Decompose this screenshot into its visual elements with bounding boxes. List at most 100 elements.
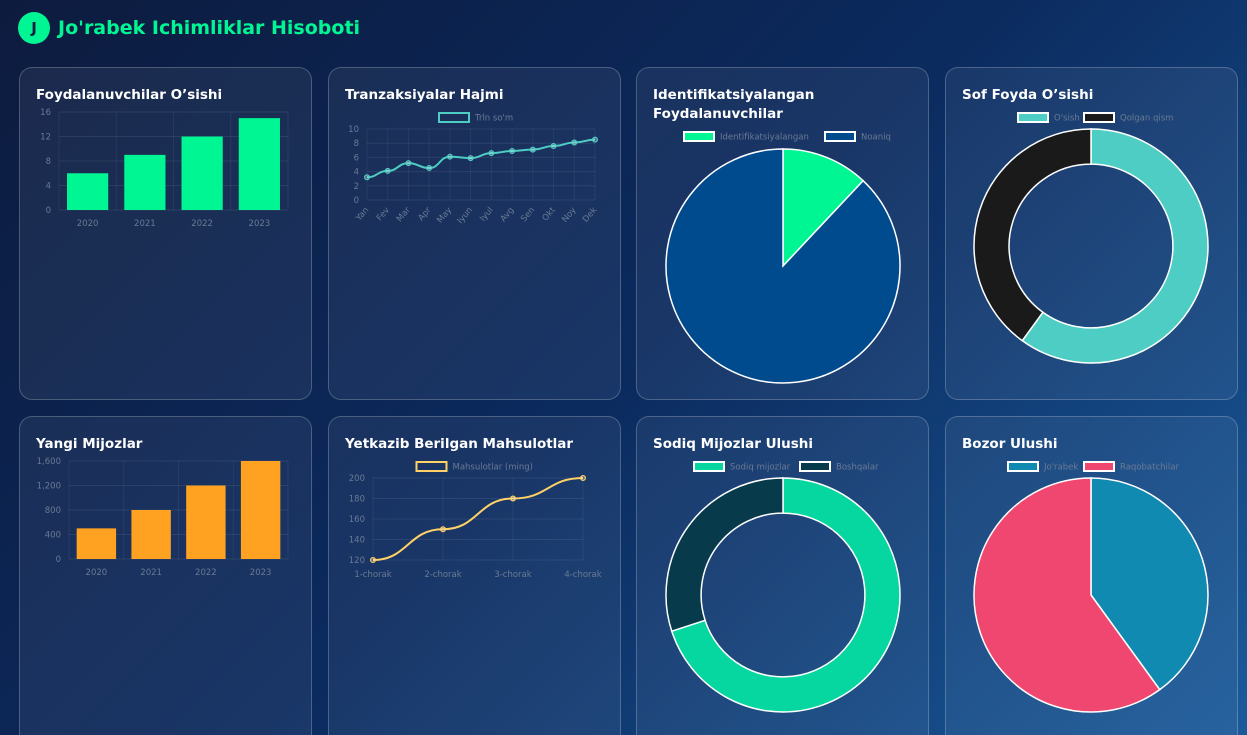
bar — [181, 136, 223, 210]
y-tick-label: 140 — [349, 536, 365, 546]
data-point — [509, 148, 516, 155]
x-tick-label: 1-chorak — [354, 570, 391, 580]
legend-swatch — [415, 461, 448, 472]
x-tick-label: 2023 — [250, 568, 272, 578]
chart-title: Sodiq Mijozlar Ulushi — [653, 436, 814, 452]
y-tick-label: 0 — [46, 206, 51, 216]
legend-swatch — [1017, 112, 1049, 123]
x-tick-label: Dek — [581, 205, 599, 224]
legend-swatch — [824, 131, 856, 142]
data-point — [446, 153, 453, 160]
chart-title: Tranzaksiyalar Hajmi — [345, 87, 504, 103]
x-tick-label: 2-chorak — [424, 570, 461, 580]
chart-card-market: Bozor Ulushi Jo'rabek Raqobatchilar — [945, 416, 1238, 735]
chart-title: Identifikatsiyalangan Foydalanuvchilar — [653, 87, 815, 122]
x-tick-label: Sen — [519, 206, 537, 225]
chart-title: Foydalanuvchilar O’sishi — [36, 87, 223, 103]
chart-title: Yangi Mijozlar — [36, 436, 143, 452]
x-tick-label: 2022 — [195, 568, 217, 578]
y-tick-label: 120 — [349, 556, 365, 566]
x-tick-label: Avg — [499, 206, 517, 224]
x-tick-label: Iyul — [478, 206, 495, 224]
profit-chart[interactable]: O'sish Qolgan qism — [946, 68, 1238, 400]
slice — [665, 477, 784, 633]
y-tick-label: 1,200 — [37, 482, 61, 492]
legend-label: Mahsulotlar (ming) — [453, 463, 533, 473]
legend-swatch — [1083, 461, 1115, 472]
chart-title: Sof Foyda O’sishi — [962, 87, 1094, 103]
chart-title: Bozor Ulushi — [962, 436, 1058, 452]
data-point — [571, 139, 578, 146]
data-point — [488, 150, 495, 157]
chart-card-users: Foydalanuvchilar O’sishi 0 4 8 12 16 2020 2021… — [19, 67, 312, 400]
data-point — [363, 174, 370, 181]
data-point — [405, 160, 412, 167]
x-tick-label: 2021 — [140, 568, 162, 578]
data-point — [550, 143, 557, 150]
legend-label: O'sish — [1054, 114, 1080, 124]
chart-card-identified: Identifikatsiyalangan Foydalanuvchilar I… — [636, 67, 929, 400]
legend-swatch — [799, 461, 831, 472]
legend-swatch — [693, 461, 725, 472]
legend-label: Sodiq mijozlar — [730, 463, 791, 473]
y-tick-label: 8 — [354, 139, 359, 149]
chart-card-transactions: Tranzaksiyalar Hajmi 0 2 4 6 8 10 Trln so'm Yan… — [328, 67, 621, 400]
loyal-chart[interactable]: Sodiq mijozlar Boshqalar — [637, 417, 929, 735]
y-tick-label: 160 — [349, 515, 365, 525]
legend-label: Trln so'm — [474, 114, 513, 124]
chart-title: Yetkazib Berilgan Mahsulotlar — [345, 436, 574, 452]
chart-card-newclients: Yangi Mijozlar 0 400 800 1,200 1,600 2020 2021… — [19, 416, 312, 735]
x-tick-label: 4-chorak — [564, 570, 601, 580]
x-tick-label: Noy — [560, 206, 578, 225]
x-tick-label: 2022 — [191, 219, 213, 229]
logo-avatar: J — [18, 12, 50, 44]
y-tick-label: 8 — [46, 157, 51, 167]
bar — [240, 461, 281, 559]
x-tick-label: 2020 — [86, 568, 108, 578]
legend-swatch — [1007, 461, 1039, 472]
identified-chart[interactable]: Identifikatsiyalangan Noaniq — [637, 68, 929, 400]
newclients-chart[interactable]: 0 400 800 1,200 1,600 2020 2021 2022 2023 — [20, 417, 312, 735]
series-line — [372, 477, 584, 561]
users-chart[interactable]: 0 4 8 12 16 2020 2021 2022 2023 — [20, 68, 312, 400]
y-tick-label: 4 — [46, 182, 51, 192]
x-tick-label: 2023 — [249, 219, 271, 229]
data-point — [467, 155, 474, 162]
y-tick-label: 16 — [40, 108, 51, 118]
bar — [186, 485, 226, 559]
legend-swatch — [438, 112, 470, 123]
transactions-chart[interactable]: 0 2 4 6 8 10 Trln so'm Yan Fev Mar Apr May Iyun Iyul A… — [329, 68, 621, 400]
bar — [124, 154, 166, 210]
chart-card-profit: Sof Foyda O’sishi O'sish Qolgan qism — [945, 67, 1238, 400]
x-tick-label: Fev — [375, 206, 392, 224]
slice — [973, 128, 1092, 342]
x-tick-label: May — [435, 206, 454, 226]
slice — [1090, 477, 1209, 691]
slice — [973, 477, 1161, 713]
y-tick-label: 2 — [354, 182, 359, 192]
data-point — [592, 136, 599, 143]
y-tick-label: 6 — [354, 153, 359, 163]
data-point — [369, 557, 376, 564]
legend-label: Boshqalar — [836, 463, 879, 473]
data-point — [439, 526, 446, 533]
bar — [131, 510, 171, 559]
y-tick-label: 12 — [40, 133, 51, 143]
x-tick-label: Iyun — [456, 206, 475, 226]
legend-label: Jo'rabek — [1043, 463, 1078, 473]
data-point — [426, 165, 433, 172]
market-chart[interactable]: Jo'rabek Raqobatchilar — [946, 417, 1238, 735]
y-tick-label: 180 — [349, 495, 365, 505]
chart-card-loyal: Sodiq Mijozlar Ulushi Sodiq mijozlar Bosh… — [636, 416, 929, 735]
data-point — [384, 167, 391, 174]
legend-label: Qolgan qism — [1120, 114, 1173, 124]
y-tick-label: 1,600 — [37, 457, 61, 467]
x-tick-label: 2021 — [134, 219, 156, 229]
bar — [76, 528, 117, 559]
slice — [665, 148, 901, 384]
y-tick-label: 0 — [56, 555, 61, 565]
delivered-chart[interactable]: 120 140 160 180 200 Mahsulotlar (ming) 1-chora… — [329, 417, 621, 735]
data-point — [510, 495, 517, 502]
y-tick-label: 10 — [348, 125, 359, 135]
y-tick-label: 200 — [349, 474, 365, 484]
